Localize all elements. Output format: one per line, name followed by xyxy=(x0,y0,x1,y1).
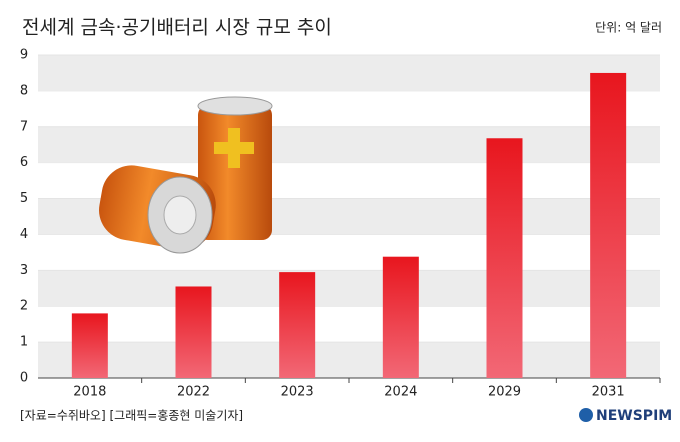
y-tick-label: 5 xyxy=(20,191,28,206)
y-tick-label: 3 xyxy=(20,263,28,278)
grid-band xyxy=(38,342,660,378)
x-tick-label: 2031 xyxy=(592,385,625,400)
x-tick-label: 2018 xyxy=(73,385,106,400)
plot: 0 1 2 3 4 5 6 7 8 9 2018 2022 2023 2024 2029 2031 xyxy=(20,48,661,400)
bar xyxy=(71,313,108,378)
grid-band xyxy=(38,55,660,91)
bar xyxy=(175,286,212,378)
x-tick-label: 2022 xyxy=(177,385,210,400)
logo-icon xyxy=(579,408,593,422)
y-tick-label: 4 xyxy=(20,227,28,242)
source: [자료=수쥐바오] [그래픽=홍종현 미술기자] xyxy=(20,409,243,423)
grid-band xyxy=(38,126,660,163)
x-tick-label: 2024 xyxy=(384,385,417,400)
y-tick-label: 1 xyxy=(20,335,28,350)
y-tick-label: 9 xyxy=(20,48,28,63)
chart-title: 전세계 금속·공기배터리 시장 규모 추이 xyxy=(22,17,332,39)
y-tick-label: 7 xyxy=(20,119,28,134)
bar xyxy=(382,256,419,378)
x-tick-label: 2023 xyxy=(281,385,314,400)
bands xyxy=(38,54,660,379)
y-tick-label: 0 xyxy=(20,371,28,386)
bar xyxy=(590,72,627,378)
x-tick-label: 2029 xyxy=(488,385,521,400)
bar xyxy=(279,272,316,378)
bar xyxy=(486,138,523,378)
unit-label: 단위: 억 달러 xyxy=(595,21,662,35)
grid-band xyxy=(38,270,660,307)
y-tick-label: 8 xyxy=(20,83,28,98)
battery-illustration xyxy=(99,96,273,254)
y-tick-label: 2 xyxy=(20,299,28,314)
logo: NEWSPIM xyxy=(596,408,672,424)
y-tick-label: 6 xyxy=(20,155,28,170)
